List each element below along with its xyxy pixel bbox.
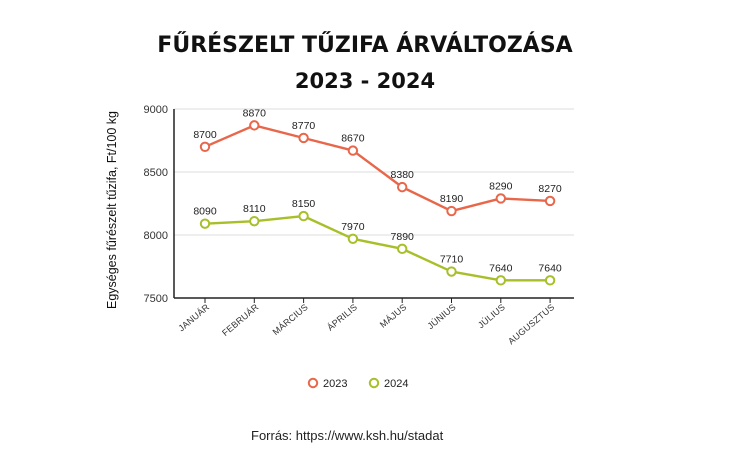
x-ticks: JANUÁR FEBRUÁR MÁRCIUS ÁPRILIS MÁJUS JÚNIUS JÚ… xyxy=(176,298,556,346)
data-point-2024[interactable] xyxy=(347,233,359,244)
legend-label-2023[interactable]: 2023 xyxy=(323,378,347,390)
data-label-2023: 8700 xyxy=(193,129,217,141)
grid xyxy=(173,108,574,299)
data-point-2024[interactable] xyxy=(446,266,457,277)
data-label-2023: 8770 xyxy=(292,120,316,132)
data-point-2023[interactable] xyxy=(298,132,309,144)
legend-label-2024[interactable]: 2024 xyxy=(384,378,408,390)
source-note: Forrás: https://www.ksh.hu/stadat xyxy=(251,428,444,443)
data-point-2023[interactable] xyxy=(249,120,260,131)
legend: 2023 2024 xyxy=(307,377,408,390)
data-point-2023[interactable] xyxy=(446,205,457,217)
data-label-2024: 8090 xyxy=(193,206,217,218)
data-label-2023: 8670 xyxy=(341,133,365,145)
chart-title: FŰRÉSZELT TŰZIFA ÁRVÁLTOZÁSA xyxy=(157,32,572,58)
data-label-2024: 7710 xyxy=(440,254,464,266)
x-tick-label: JÚNIUS xyxy=(426,302,458,331)
y-tick-label: 7500 xyxy=(144,293,168,305)
data-point-2023[interactable] xyxy=(495,193,506,204)
data-point-2023[interactable] xyxy=(347,145,359,156)
y-tick-label: 9000 xyxy=(144,104,168,116)
data-label-2024: 8150 xyxy=(292,198,316,210)
x-tick-label: FEBRUÁR xyxy=(220,302,261,338)
x-tick-label: MÁRCIUS xyxy=(271,302,310,337)
series-line-2024 xyxy=(204,214,551,282)
data-label-2024: 7640 xyxy=(489,262,513,274)
data-point-2024[interactable] xyxy=(397,243,408,255)
data-label-2024: 8110 xyxy=(243,203,266,215)
legend-marker-2024[interactable] xyxy=(368,377,380,389)
data-label-2023: 8190 xyxy=(440,193,464,205)
legend-marker-2023[interactable] xyxy=(307,377,319,389)
x-tick-label: MÁJUS xyxy=(378,302,409,330)
x-tick-label: JÚLIUS xyxy=(476,302,507,330)
x-tick-label: ÁPRILIS xyxy=(325,302,359,333)
data-point-2023[interactable] xyxy=(199,141,211,153)
x-tick-label: JANUÁR xyxy=(176,302,211,334)
x-tick-label: AUGUSZTUS xyxy=(506,302,556,347)
data-point-2023[interactable] xyxy=(544,195,556,207)
data-point-2024[interactable] xyxy=(495,275,506,286)
data-point-2024[interactable] xyxy=(199,218,211,229)
chart-subtitle: 2023 - 2024 xyxy=(295,69,435,93)
data-label-2024: 7640 xyxy=(538,262,562,274)
data-point-2023[interactable] xyxy=(397,181,408,193)
series-group: 8700 8870 8770 8670 8380 8190 8290 8270 8090 8110… xyxy=(193,107,562,286)
y-tick-label: 8500 xyxy=(144,167,168,179)
y-ticks: 7500 8000 8500 9000 xyxy=(144,104,168,305)
series-line-2023 xyxy=(204,124,551,213)
data-point-2024[interactable] xyxy=(249,215,260,227)
data-label-2023: 8270 xyxy=(538,183,562,195)
y-tick-label: 8000 xyxy=(144,230,168,242)
data-point-2024[interactable] xyxy=(544,275,556,286)
data-label-2023: 8290 xyxy=(489,180,513,192)
data-label-2024: 7890 xyxy=(391,231,415,243)
data-label-2023: 8870 xyxy=(243,107,267,119)
y-axis-label: Egységes fűrészelt tűzifa, Ft/100 kg xyxy=(105,111,119,309)
data-label-2023: 8380 xyxy=(391,169,415,181)
data-point-2024[interactable] xyxy=(298,210,309,222)
data-label-2024: 7970 xyxy=(341,221,365,233)
